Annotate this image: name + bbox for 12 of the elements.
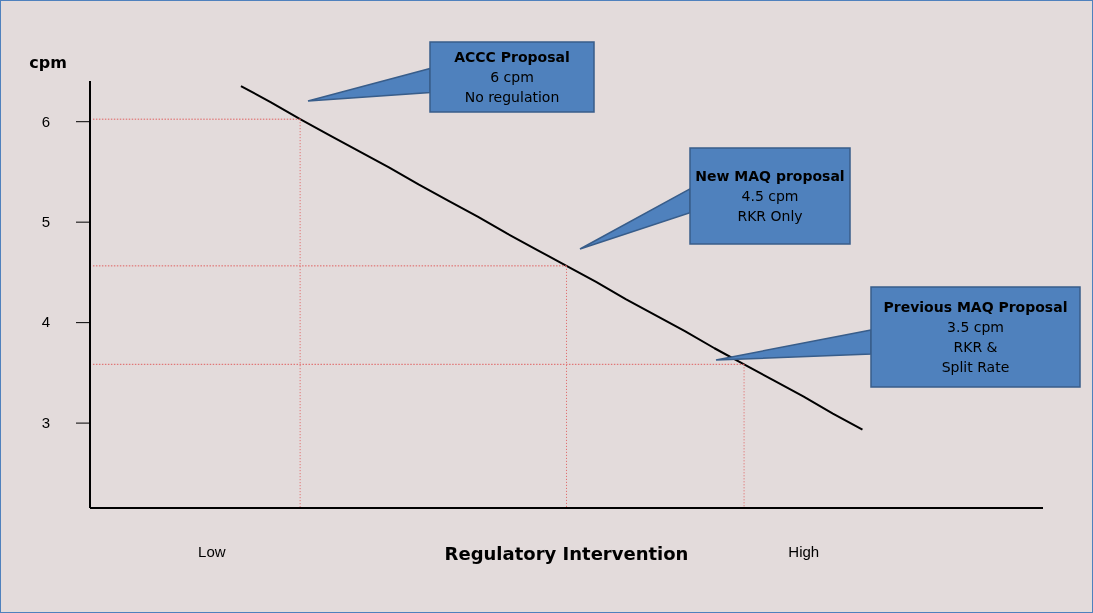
- y-tick-label: 6: [41, 112, 51, 130]
- annotation: New MAQ proposal 4.5 cpm RKR Only: [695, 168, 845, 224]
- line-series: [239, 85, 864, 431]
- y-tick-label: 3: [41, 413, 51, 431]
- annotation: ACCC Proposal 6 cpm No regulation: [454, 49, 570, 105]
- x-axis-title: Regulatory Intervention: [444, 543, 689, 564]
- y-tick-label: 4: [41, 313, 51, 331]
- y-axis-title: cpm: [29, 53, 67, 72]
- x-tick-label: High: [788, 542, 820, 560]
- annotation: Previous MAQ Proposal 3.5 cpm RKR & Split Rate: [883, 299, 1068, 375]
- y-tick-label: 5: [41, 212, 51, 230]
- x-tick-label: Low: [198, 542, 226, 560]
